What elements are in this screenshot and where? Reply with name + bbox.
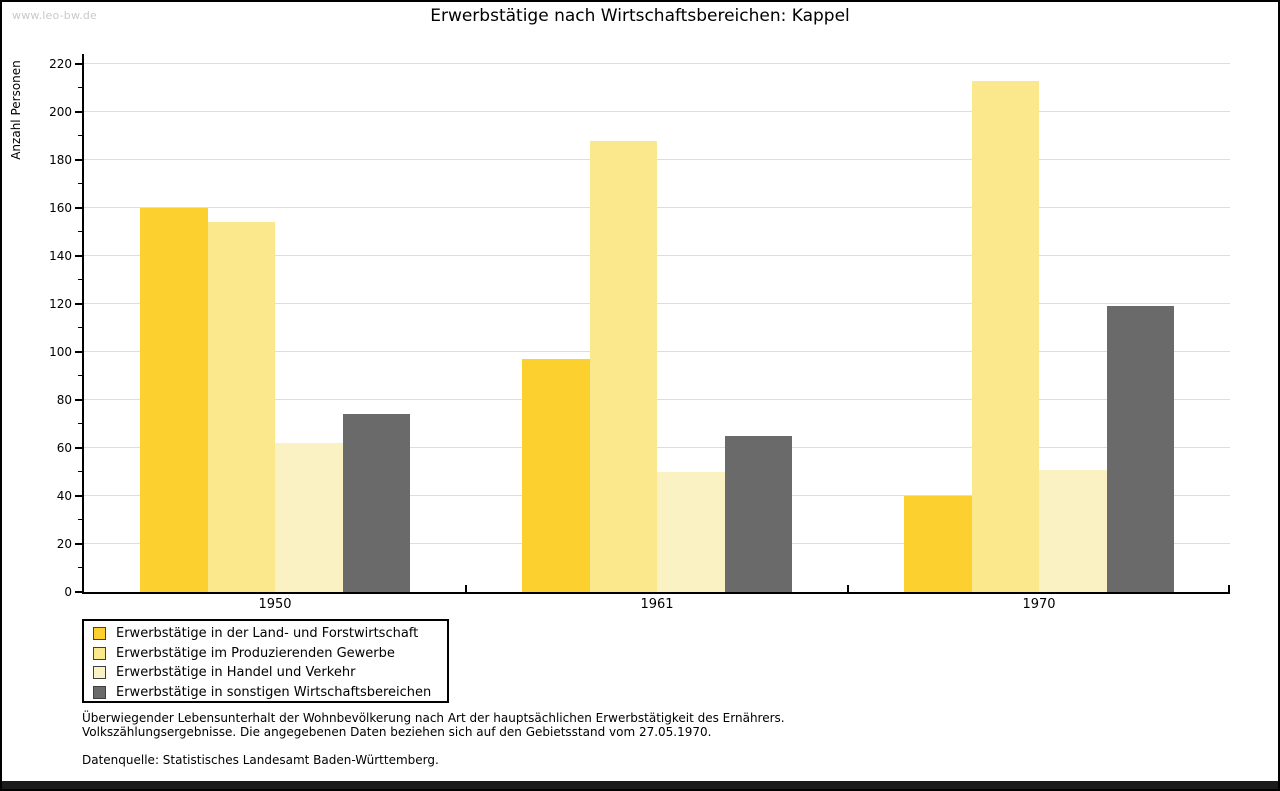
x-boundary-tick <box>847 585 849 592</box>
y-tick-label: 100 <box>49 345 72 359</box>
gridline <box>84 399 1230 400</box>
gridline <box>84 207 1230 208</box>
y-tick-minor <box>78 327 82 328</box>
y-tick <box>75 447 82 449</box>
legend-item: Erwerbstätige in Handel und Verkehr <box>93 663 447 683</box>
y-tick <box>75 111 82 113</box>
legend-swatch <box>93 646 106 660</box>
bar <box>522 359 590 592</box>
gridline <box>84 303 1230 304</box>
y-tick-minor <box>78 519 82 520</box>
legend-label: Erwerbstätige in der Land- und Forstwirt… <box>116 626 419 642</box>
bar <box>971 80 1039 592</box>
x-tick-label: 1950 <box>258 597 292 612</box>
y-tick <box>75 255 82 257</box>
legend-swatch <box>93 685 106 699</box>
bar <box>1106 306 1174 592</box>
bar <box>1039 469 1107 592</box>
gridline <box>84 111 1230 112</box>
y-tick <box>75 303 82 305</box>
y-tick <box>75 159 82 161</box>
legend: Erwerbstätige in der Land- und Forstwirt… <box>82 619 449 703</box>
gridline <box>84 351 1230 352</box>
watermark: www.leo-bw.de <box>12 9 98 22</box>
legend-item: Erwerbstätige in sonstigen Wirtschaftsbe… <box>93 683 447 703</box>
y-tick <box>75 543 82 545</box>
y-tick-label: 120 <box>49 297 72 311</box>
x-tick-label: 1970 <box>1022 597 1056 612</box>
y-tick-label: 80 <box>56 393 72 407</box>
bar <box>657 472 725 592</box>
y-tick-minor <box>78 375 82 376</box>
y-tick <box>75 351 82 353</box>
y-tick-minor <box>78 567 82 568</box>
y-tick <box>75 591 82 593</box>
y-tick-label: 0 <box>64 585 72 599</box>
footnote-line-1: Überwiegender Lebensunterhalt der Wohnbe… <box>82 711 785 725</box>
y-tick-label: 40 <box>56 489 72 503</box>
y-tick <box>75 63 82 65</box>
y-tick-minor <box>78 471 82 472</box>
plot-area: 0 20 40 60 80 100 120 140 160 180 200 220 1950 1961 19… <box>49 54 1230 612</box>
legend-swatch <box>93 666 106 680</box>
bottom-border-bar <box>2 781 1278 789</box>
bar <box>275 443 343 592</box>
chart-title: Erwerbstätige nach Wirtschaftsbereichen:… <box>430 6 850 26</box>
y-tick-label: 160 <box>49 201 72 215</box>
legend-swatch <box>93 627 106 641</box>
legend-label: Erwerbstätige in Handel und Verkehr <box>116 665 356 681</box>
y-tick-minor <box>78 423 82 424</box>
y-tick-label: 220 <box>49 57 72 71</box>
y-tick-minor <box>78 231 82 232</box>
y-tick-minor <box>78 87 82 88</box>
footnote: Überwiegender Lebensunterhalt der Wohnbe… <box>82 711 785 739</box>
y-tick-minor <box>78 135 82 136</box>
bar <box>589 140 657 592</box>
gridline <box>84 159 1230 160</box>
gridline <box>84 63 1230 64</box>
x-boundary-tick <box>465 585 467 592</box>
bar <box>724 436 792 592</box>
bar <box>342 414 410 592</box>
y-tick-label: 200 <box>49 105 72 119</box>
x-tick-label: 1961 <box>640 597 674 612</box>
legend-label: Erwerbstätige im Produzierenden Gewerbe <box>116 645 395 661</box>
y-tick-minor <box>78 183 82 184</box>
legend-label: Erwerbstätige in sonstigen Wirtschaftsbe… <box>116 684 432 700</box>
y-axis-title: Anzahl Personen <box>9 60 23 160</box>
y-tick <box>75 207 82 209</box>
x-boundary-tick <box>1228 585 1230 592</box>
gridline <box>84 255 1230 256</box>
y-tick <box>75 495 82 497</box>
legend-item: Erwerbstätige in der Land- und Forstwirt… <box>93 624 447 644</box>
bar <box>904 496 972 592</box>
bar <box>140 208 208 592</box>
bar <box>207 222 275 592</box>
y-tick-label: 60 <box>56 441 72 455</box>
legend-item: Erwerbstätige im Produzierenden Gewerbe <box>93 644 447 664</box>
gridline <box>84 447 1230 448</box>
y-tick-label: 180 <box>49 153 72 167</box>
footnote-line-2: Volkszählungsergebnisse. Die angegebenen… <box>82 725 712 739</box>
y-tick-minor <box>78 279 82 280</box>
y-tick <box>75 399 82 401</box>
data-source: Datenquelle: Statistisches Landesamt Bad… <box>82 753 439 767</box>
y-tick-label: 20 <box>56 537 72 551</box>
y-tick-label: 140 <box>49 249 72 263</box>
